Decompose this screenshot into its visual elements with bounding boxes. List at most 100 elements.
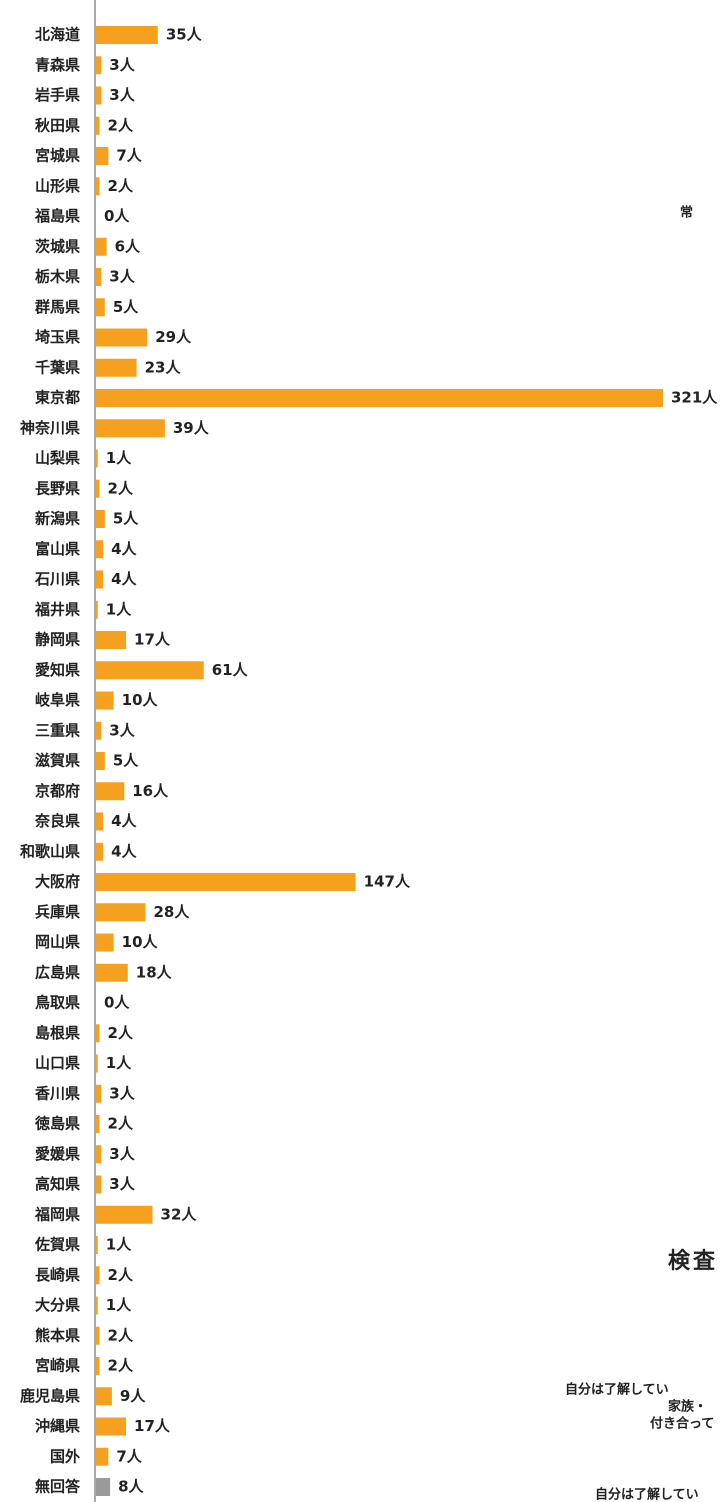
value-label: 2人 (108, 1266, 134, 1284)
value-label: 2人 (108, 1024, 134, 1042)
value-label: 3人 (109, 1084, 135, 1102)
category-label: 埼玉県 (35, 328, 80, 346)
bar (96, 842, 104, 861)
category-label: 福井県 (34, 600, 80, 618)
value-label: 3人 (109, 86, 135, 104)
value-label: 9人 (120, 1387, 146, 1405)
category-label: 香川県 (35, 1084, 80, 1102)
bar (96, 1024, 100, 1043)
category-label: 三重県 (35, 721, 80, 739)
annotation: 自分は了解してい (565, 1382, 669, 1398)
bar (96, 631, 127, 649)
value-label: 17人 (134, 631, 171, 649)
category-label: 青森県 (35, 56, 80, 74)
category-label: 奈良県 (34, 812, 80, 830)
bar (96, 479, 100, 498)
category-label: 熊本県 (35, 1326, 80, 1344)
category-label: 石川県 (34, 570, 80, 588)
category-label: 新潟県 (35, 510, 80, 528)
value-label: 1人 (106, 1296, 132, 1314)
value-label: 0人 (104, 207, 130, 225)
value-label: 0人 (104, 994, 130, 1012)
bar (96, 268, 102, 286)
value-label: 29人 (155, 328, 192, 346)
category-label: 大分県 (35, 1296, 80, 1314)
category-label: 東京都 (35, 389, 80, 407)
value-label: 35人 (166, 26, 203, 44)
category-label: 茨城県 (35, 237, 80, 255)
bar (96, 358, 137, 377)
value-label: 28人 (153, 903, 190, 921)
value-label: 2人 (108, 177, 134, 195)
value-label: 61人 (212, 661, 249, 679)
category-label: 大阪府 (35, 873, 80, 891)
bar (96, 86, 102, 105)
value-label: 4人 (111, 540, 137, 558)
bar (96, 1175, 102, 1194)
value-label: 4人 (111, 842, 137, 860)
bar (96, 752, 105, 770)
category-label: 山口県 (35, 1054, 80, 1072)
value-label: 2人 (108, 479, 134, 497)
value-label: 3人 (109, 56, 135, 74)
value-label: 8人 (118, 1478, 144, 1496)
value-label: 10人 (122, 933, 159, 951)
category-label: 無回答 (35, 1478, 81, 1496)
bar (96, 1084, 102, 1103)
category-label: 宮城県 (35, 147, 80, 165)
category-label: 鹿児島県 (20, 1387, 80, 1405)
value-label: 1人 (106, 600, 132, 618)
bar (96, 237, 107, 256)
value-label: 16人 (132, 782, 169, 800)
category-label: 佐賀県 (34, 1236, 80, 1254)
bar (96, 963, 128, 982)
bar (96, 1357, 100, 1375)
bar (96, 56, 102, 75)
bar (96, 812, 104, 831)
value-label: 7人 (116, 1447, 142, 1465)
bar (96, 449, 98, 468)
bar (96, 419, 165, 438)
bar (96, 26, 158, 44)
category-label: 山梨県 (35, 449, 80, 467)
category-label: 愛知県 (35, 661, 80, 679)
value-label: 17人 (134, 1417, 171, 1435)
bar (96, 1115, 100, 1133)
value-label: 39人 (173, 419, 210, 437)
bar (96, 1236, 98, 1254)
bar (96, 691, 114, 710)
bar (96, 873, 356, 891)
bar (96, 570, 104, 589)
annotation: 常 (680, 205, 693, 221)
category-label: 和歌山県 (20, 842, 80, 860)
value-label: 2人 (108, 1357, 134, 1375)
value-label: 23人 (145, 358, 182, 376)
category-label: 岩手県 (34, 86, 80, 104)
value-label: 2人 (108, 1115, 134, 1133)
bar (96, 328, 148, 347)
category-label: 鳥取県 (35, 994, 80, 1012)
value-label: 2人 (108, 1326, 134, 1344)
category-label: 長野県 (35, 479, 80, 497)
category-label: 長崎県 (35, 1266, 80, 1284)
bar (96, 116, 100, 135)
annotation: 検査 (668, 1249, 718, 1274)
category-label: 愛媛県 (35, 1145, 80, 1163)
category-label: 栃木県 (35, 268, 80, 286)
annotation: 自分は了解してい (595, 1487, 699, 1502)
bar (96, 177, 100, 196)
bar (96, 510, 105, 528)
value-label: 6人 (115, 237, 141, 255)
bar (96, 1296, 98, 1315)
value-label: 3人 (109, 268, 135, 286)
bar (96, 933, 114, 952)
category-label: 岐阜県 (35, 691, 80, 709)
bar (96, 1145, 102, 1164)
value-label: 1人 (106, 449, 132, 467)
value-label: 3人 (109, 1145, 135, 1163)
bar (96, 389, 663, 407)
category-label: 富山県 (35, 540, 80, 558)
bar (96, 1266, 100, 1285)
value-label: 3人 (109, 1175, 135, 1193)
